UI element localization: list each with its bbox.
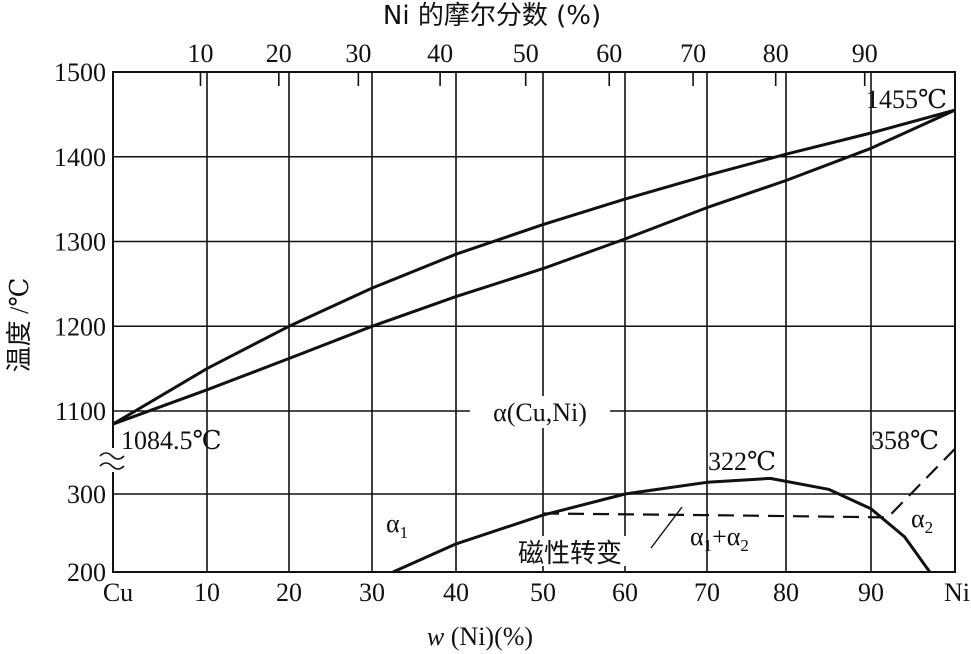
- x-tick-label: 80: [773, 578, 799, 607]
- x-tick-label: 20: [276, 578, 302, 607]
- label-magnetic-transition: 磁性转变: [518, 539, 622, 569]
- top-tick-label: 20: [266, 39, 292, 68]
- top-tick-label: 30: [345, 39, 371, 68]
- y-tick-label: 200: [67, 558, 106, 587]
- x-tick-label: 60: [612, 578, 638, 607]
- label-ni-melt: 1455℃: [866, 85, 947, 114]
- y-tick-label: 1400: [54, 143, 106, 172]
- x-tick-label: 40: [443, 578, 469, 607]
- top-tick-label: 40: [427, 39, 453, 68]
- top-axis-title: Ni 的摩尔分数 (%): [383, 1, 601, 31]
- y-tick-label: 1300: [54, 228, 106, 257]
- x-tick-label: 70: [694, 578, 720, 607]
- curve-liquidus: [112, 108, 956, 426]
- top-tick-label: 60: [596, 39, 622, 68]
- label-alpha-phase: α(Cu,Ni): [493, 398, 587, 427]
- curve-magnetic-transition: [542, 448, 956, 519]
- x-tick-label: 30: [359, 578, 385, 607]
- label-ni-curie: 358℃: [871, 426, 939, 455]
- top-tick-label: 50: [513, 39, 539, 68]
- top-tick-label: 80: [763, 39, 789, 68]
- y-tick-label: 1100: [55, 397, 106, 426]
- magnetic-leader-line: [650, 506, 683, 549]
- curve-solidus: [112, 108, 956, 426]
- x-label-ni: Ni: [944, 578, 970, 607]
- label-cu-melt: 1084.5℃: [121, 426, 222, 455]
- label-two-phase: α1+α2: [690, 522, 749, 555]
- x-tick-label: 50: [530, 578, 556, 607]
- grid: [113, 72, 955, 572]
- plot-frame: [112, 71, 956, 573]
- top-tick-label: 90: [852, 39, 878, 68]
- top-tick-label: 10: [187, 39, 213, 68]
- x-tick-label: 10: [194, 578, 220, 607]
- x-axis-title: w (Ni)(%): [427, 622, 533, 651]
- axis-break-icon: [99, 448, 126, 472]
- label-gap-top: 322℃: [708, 447, 776, 476]
- y-tick-label: 1500: [54, 58, 106, 87]
- y-tick-label: 300: [67, 480, 106, 509]
- x-label-cu: Cu: [103, 578, 133, 607]
- curve-miscibility-gap: [392, 476, 932, 574]
- curves: [112, 108, 956, 574]
- ticks: 10 20 30 40 50 60 70 80 90 200 300 1100 1200 1300 1400…: [54, 39, 884, 607]
- x-tick-label: 90: [858, 578, 884, 607]
- y-tick-label: 1200: [54, 312, 106, 341]
- top-tick-label: 70: [680, 39, 706, 68]
- label-alpha1: α1: [386, 509, 408, 542]
- label-alpha2: α2: [911, 504, 933, 537]
- y-axis-title: 温度 /℃: [5, 278, 34, 373]
